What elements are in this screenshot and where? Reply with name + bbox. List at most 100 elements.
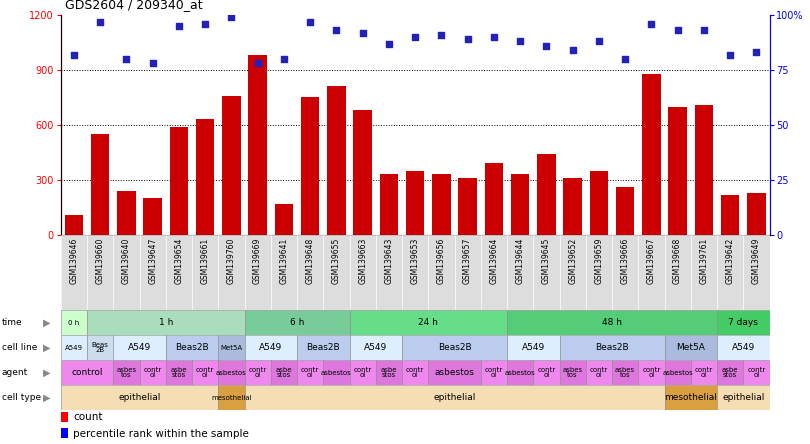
Bar — [271, 360, 297, 385]
Point — [435, 31, 448, 38]
Text: GSM139643: GSM139643 — [385, 237, 394, 284]
Text: cell line: cell line — [2, 343, 37, 352]
Text: asbestos: asbestos — [663, 369, 693, 376]
Text: mesothelial: mesothelial — [211, 395, 252, 400]
Bar — [169, 127, 188, 235]
Text: GSM139656: GSM139656 — [437, 237, 446, 284]
Bar — [61, 335, 87, 360]
Bar — [433, 174, 450, 235]
Bar — [166, 235, 192, 310]
Bar — [428, 360, 481, 385]
Text: ▶: ▶ — [43, 368, 51, 377]
Bar — [113, 360, 139, 385]
Text: 48 h: 48 h — [602, 318, 622, 327]
Text: asbe
stos: asbe stos — [381, 367, 397, 378]
Text: Beas2B: Beas2B — [175, 343, 209, 352]
Text: 1 h: 1 h — [159, 318, 173, 327]
Text: contr
ol: contr ol — [748, 367, 765, 378]
Text: A549: A549 — [731, 343, 755, 352]
Text: asbes
tos: asbes tos — [563, 367, 582, 378]
Bar — [721, 194, 740, 235]
Text: contr
ol: contr ol — [695, 367, 713, 378]
Text: contr
ol: contr ol — [301, 367, 319, 378]
Bar — [406, 171, 424, 235]
Point — [198, 20, 211, 28]
Point — [67, 51, 80, 58]
Text: asbe
stos: asbe stos — [171, 367, 187, 378]
Bar — [642, 74, 661, 235]
Bar — [139, 360, 166, 385]
Bar — [87, 310, 245, 335]
Text: A549: A549 — [522, 343, 545, 352]
Text: contr
ol: contr ol — [353, 367, 372, 378]
Bar — [717, 310, 770, 335]
Text: epithelial: epithelial — [118, 393, 160, 402]
Bar — [271, 235, 297, 310]
Bar — [113, 235, 139, 310]
Text: time: time — [2, 318, 22, 327]
Text: 6 h: 6 h — [290, 318, 305, 327]
Text: control: control — [71, 368, 103, 377]
Bar — [638, 360, 664, 385]
Text: ▶: ▶ — [43, 342, 51, 353]
Bar — [349, 335, 402, 360]
Point — [750, 49, 763, 56]
Text: contr
ol: contr ol — [537, 367, 556, 378]
Point — [461, 36, 474, 43]
Text: 24 h: 24 h — [418, 318, 438, 327]
Bar — [747, 193, 765, 235]
Text: epithelial: epithelial — [722, 393, 765, 402]
Bar — [664, 335, 717, 360]
Bar — [245, 360, 271, 385]
Bar — [638, 235, 664, 310]
Point — [251, 60, 264, 67]
Point — [514, 38, 526, 45]
Bar — [113, 335, 166, 360]
Bar — [349, 310, 507, 335]
Text: GSM139642: GSM139642 — [726, 237, 735, 284]
Bar — [61, 235, 87, 310]
Point — [225, 14, 238, 21]
Text: ▶: ▶ — [43, 392, 51, 403]
Bar — [349, 235, 376, 310]
Bar — [507, 310, 717, 335]
Text: count: count — [73, 412, 102, 422]
Bar — [376, 360, 402, 385]
Text: A549: A549 — [259, 343, 283, 352]
Text: Beas2B: Beas2B — [437, 343, 471, 352]
Bar — [586, 235, 612, 310]
Text: GSM139647: GSM139647 — [148, 237, 157, 284]
Text: GSM139640: GSM139640 — [122, 237, 131, 284]
Bar — [664, 360, 691, 385]
Text: asbes
tos: asbes tos — [117, 367, 136, 378]
Point — [382, 40, 395, 47]
Text: GSM139659: GSM139659 — [595, 237, 603, 284]
Bar — [533, 235, 560, 310]
Text: asbestos: asbestos — [216, 369, 247, 376]
Bar — [484, 163, 503, 235]
Text: contr
ol: contr ol — [196, 367, 215, 378]
Bar — [376, 235, 402, 310]
Bar — [218, 335, 245, 360]
Point — [671, 27, 684, 34]
Text: ▶: ▶ — [43, 317, 51, 328]
Text: Beas2B: Beas2B — [595, 343, 629, 352]
Bar — [61, 310, 87, 335]
Bar — [402, 235, 428, 310]
Text: GSM139646: GSM139646 — [70, 237, 79, 284]
Text: A549: A549 — [364, 343, 387, 352]
Bar — [507, 360, 533, 385]
Text: GSM139669: GSM139669 — [253, 237, 262, 284]
Text: mesothelial: mesothelial — [664, 393, 717, 402]
Bar — [218, 360, 245, 385]
Bar — [402, 335, 507, 360]
Bar — [717, 335, 770, 360]
Text: Met5A: Met5A — [220, 345, 242, 350]
Text: 0 h: 0 h — [68, 320, 79, 325]
Point — [566, 47, 579, 54]
Text: GSM139653: GSM139653 — [411, 237, 420, 284]
Text: A549: A549 — [128, 343, 151, 352]
Bar — [139, 235, 166, 310]
Bar — [481, 235, 507, 310]
Text: contr
ol: contr ol — [590, 367, 608, 378]
